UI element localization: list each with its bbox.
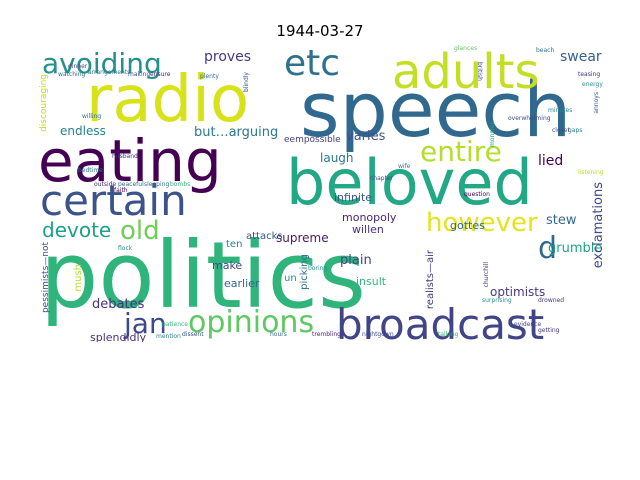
cloud-word: monster <box>489 122 496 147</box>
cloud-word: talking <box>438 331 459 338</box>
cloud-word: getting <box>538 327 560 334</box>
cloud-word: lied <box>538 153 564 169</box>
cloud-word: endless <box>60 124 106 138</box>
cloud-word: realists—air <box>425 250 436 310</box>
cloud-word: faith <box>114 187 128 194</box>
cloud-word: speech <box>300 65 572 154</box>
cloud-word: grumble <box>548 241 603 256</box>
cloud-word: glances <box>454 45 478 52</box>
cloud-word: bombs <box>170 181 191 188</box>
cloud-word: old <box>120 216 160 246</box>
cloud-word: chapter <box>370 175 394 182</box>
cloud-word: earlier <box>224 277 260 290</box>
cloud-word: churchill <box>483 262 490 288</box>
cloud-word: nightgown <box>362 331 394 338</box>
cloud-word: infinite <box>334 191 373 204</box>
cloud-word: adults <box>392 44 540 100</box>
cloud-word: attacks <box>246 231 283 242</box>
cloud-word: ensure <box>150 71 171 78</box>
cloud-word: certain <box>40 176 187 225</box>
cloud-word: sleeping <box>144 181 170 188</box>
cloud-word: willing <box>82 113 102 120</box>
cloud-word: willen <box>352 223 384 236</box>
cloud-word: teasing <box>578 71 601 78</box>
cloud-word: minutes <box>548 107 573 114</box>
cloud-word: evidence <box>514 321 542 328</box>
cloud-word: question <box>464 191 490 198</box>
cloud-word: gaps <box>568 127 583 134</box>
cloud-word: beach <box>536 47 555 54</box>
cloud-word: optimists <box>490 285 546 299</box>
cloud-word: politics <box>40 222 366 329</box>
cloud-word: entire <box>420 135 502 168</box>
cloud-word: exclamations <box>591 182 604 269</box>
cloud-word: husband <box>112 153 138 160</box>
cloud-word: un <box>284 273 297 284</box>
cloud-word: proves <box>204 49 252 65</box>
cloud-word: flock <box>118 245 133 252</box>
cloud-word: opinions <box>188 305 315 340</box>
cloud-word: swear <box>560 49 602 65</box>
cloud-word: beloved <box>286 146 533 219</box>
cloud-word: supreme <box>276 231 329 245</box>
cloud-word: peaceful <box>118 181 144 188</box>
cloud-word: make <box>212 259 243 272</box>
cloud-word: gottes <box>450 219 485 232</box>
cloud-word: devote <box>42 218 112 242</box>
cloud-word: however <box>426 208 538 238</box>
cloud-word: insult <box>356 275 387 288</box>
cloud-word: annoys <box>593 92 600 114</box>
figure-title: 1944-03-27 <box>276 22 364 40</box>
cloud-word: outside <box>94 181 117 188</box>
cloud-word: ten <box>226 239 243 250</box>
cloud-word: patience <box>162 321 188 328</box>
cloud-word: splendidly <box>90 331 147 342</box>
cloud-word: debates <box>92 297 145 312</box>
cloud-word: mention <box>156 333 181 340</box>
cloud-word: laugh <box>320 151 354 165</box>
cloud-word: jan <box>124 307 167 340</box>
cloud-word: surprising <box>482 297 512 304</box>
cloud-word: arrangements <box>88 69 131 76</box>
cloud-word: pessimists—not <box>41 242 51 314</box>
cloud-word: eempossible <box>284 135 341 145</box>
cloud-word: watching <box>58 71 86 78</box>
cloud-word: varies <box>346 129 386 144</box>
cloud-word: d <box>538 231 558 266</box>
cloud-word: broadcast <box>336 300 545 343</box>
cloud-word: hours <box>270 331 287 338</box>
cloud-word: plenty <box>200 73 219 80</box>
cloud-word: energy <box>582 81 603 88</box>
cloud-word: but…arguing <box>194 125 279 140</box>
cloud-word: british <box>476 62 483 81</box>
cloud-word: monopoly <box>342 211 397 224</box>
cloud-word: boring <box>308 265 328 272</box>
cloud-word: etc <box>284 43 341 84</box>
cloud-word: overwhelming <box>508 115 551 122</box>
cloud-word: plain <box>340 253 372 268</box>
cloud-word: avoiding <box>42 47 162 80</box>
cloud-word: making <box>128 71 151 78</box>
cloud-word: closet <box>552 127 570 134</box>
cloud-word: wife <box>398 163 411 170</box>
word-cloud: politics speech beloved radio eating adu… <box>38 42 604 343</box>
cloud-word: mush <box>73 264 84 292</box>
cloud-word: drowned <box>538 297 565 304</box>
cloud-word: blindly <box>243 72 250 92</box>
cloud-word: bedtime <box>78 167 103 174</box>
cloud-word: eating <box>38 127 222 195</box>
cloud-word: dissent <box>182 331 204 338</box>
cloud-word: stew <box>546 213 577 228</box>
cloud-word: radio <box>86 63 250 137</box>
cloud-word: listening <box>578 169 604 176</box>
cloud-word: trembling <box>312 331 341 338</box>
cloud-word: dinner <box>68 63 88 70</box>
cloud-word: discouraging <box>39 74 49 132</box>
